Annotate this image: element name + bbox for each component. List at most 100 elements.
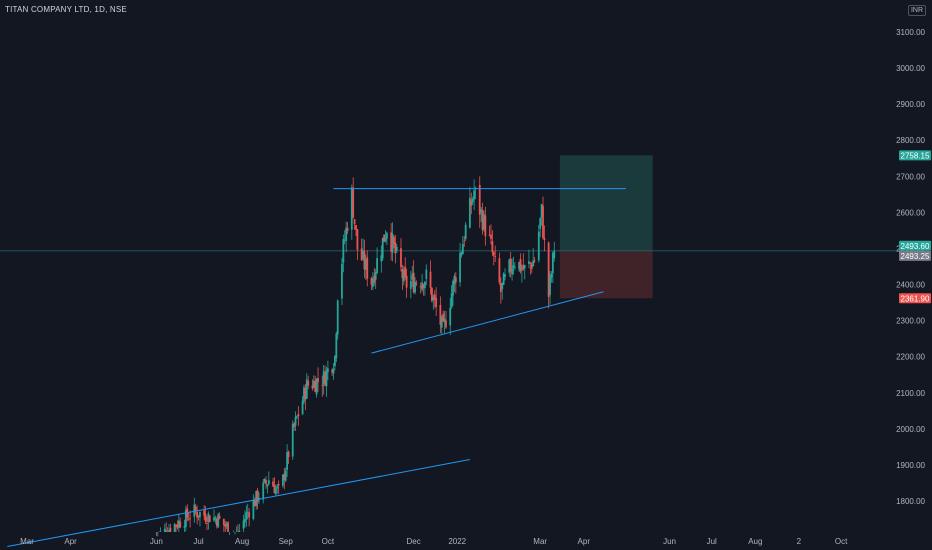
candle-body — [334, 356, 336, 367]
candle-body — [376, 258, 378, 273]
candle-body — [547, 242, 550, 297]
candle-body — [549, 275, 551, 295]
candle-body — [225, 523, 228, 527]
candle-body — [194, 506, 197, 512]
candle-body — [184, 509, 187, 527]
candle-body — [504, 274, 506, 277]
x-tick-label: Apr — [578, 537, 591, 546]
candle-body — [414, 281, 416, 293]
candle-body — [449, 307, 452, 326]
candle-body — [484, 215, 487, 237]
candle-body — [215, 518, 218, 526]
candle-body — [214, 518, 217, 520]
candle-body — [374, 272, 377, 280]
candle-body — [169, 527, 172, 532]
candle-body — [238, 530, 241, 532]
candle-body — [276, 486, 279, 488]
candle-body — [461, 243, 464, 255]
candle-body — [335, 333, 338, 359]
candle-body — [204, 514, 207, 522]
candle-body — [304, 388, 307, 400]
candle-body — [353, 219, 356, 224]
x-tick-label: 2022 — [448, 537, 466, 546]
candle-body — [346, 227, 349, 232]
candle-body — [551, 253, 554, 274]
candle-body — [197, 515, 200, 518]
candle-body — [523, 265, 526, 269]
candle-body — [343, 240, 346, 242]
x-tick-label: Oct — [322, 537, 335, 546]
candle-body — [471, 198, 474, 203]
trendlines[interactable] — [7, 188, 626, 547]
candle-body — [266, 484, 269, 487]
candle-body — [207, 513, 210, 522]
x-tick-label: Dec — [407, 537, 421, 546]
candle-body — [415, 283, 418, 285]
candle-body — [386, 232, 388, 239]
candle-body — [391, 233, 394, 253]
x-tick-label: Aug — [235, 537, 249, 546]
candle-body — [183, 525, 186, 528]
candle-body — [331, 369, 334, 373]
candle-body — [373, 275, 376, 283]
candle-body — [473, 190, 476, 200]
candle-body — [501, 282, 504, 290]
x-tick-label: Aug — [748, 537, 762, 546]
candle-body — [492, 252, 495, 256]
candle-body — [163, 528, 166, 532]
candle-body — [383, 234, 386, 242]
candle-body — [433, 294, 436, 300]
candle-body — [366, 257, 369, 279]
candle-body — [222, 518, 225, 525]
candle-body — [453, 276, 456, 285]
candle-body — [272, 481, 274, 487]
candle-body — [480, 209, 483, 212]
candle-body — [281, 474, 284, 486]
candle-body — [273, 485, 276, 494]
candle-body — [381, 237, 384, 259]
candle-body — [203, 510, 206, 516]
candle-body — [371, 278, 374, 288]
x-tick-label: 2 — [797, 537, 802, 546]
candle-body — [390, 232, 393, 252]
candle-body — [199, 512, 201, 518]
y-tick-label: 3100.00 — [896, 28, 925, 37]
candle-body — [513, 266, 516, 268]
candle-body — [297, 414, 300, 417]
candle-body — [245, 512, 248, 520]
candle-body — [404, 266, 407, 278]
candle-body — [459, 252, 461, 283]
price-tag-label: 2493.25 — [901, 252, 930, 261]
candle-body — [291, 423, 294, 457]
candle-body — [395, 246, 398, 251]
candle-body — [533, 260, 536, 262]
candle-body — [274, 487, 277, 495]
candle-body — [350, 187, 353, 230]
candle-body — [550, 274, 553, 278]
price-tag-label: 2493.60 — [901, 242, 930, 251]
candle-body — [502, 273, 505, 285]
candle-body — [242, 520, 245, 529]
y-tick-label: 2400.00 — [896, 281, 925, 290]
x-tick-label: Oct — [835, 537, 848, 546]
candle-body — [227, 522, 229, 532]
candle-body — [443, 318, 446, 323]
position-tool[interactable] — [559, 155, 653, 299]
candle-body — [537, 231, 540, 261]
y-tick-label: 2700.00 — [896, 172, 925, 181]
candle-body — [468, 197, 471, 228]
candle-body — [177, 520, 180, 528]
candle-body — [218, 516, 221, 519]
price-axis[interactable]: 3100.00 3000.00 2900.00 2800.00 2700.00 2600.… — [896, 28, 925, 506]
candle-body — [315, 378, 318, 395]
currency-badge[interactable]: INR — [907, 5, 926, 16]
candle-body — [305, 379, 308, 399]
candle-body — [277, 484, 280, 486]
candle-body — [326, 368, 329, 373]
candle-body — [508, 259, 511, 273]
candle-body — [412, 272, 415, 293]
candle-body — [519, 258, 522, 272]
time-axis[interactable]: Mar Apr Jun Jul Aug Sep Oct Dec 2022 Mar Apr Jun Jul… — [20, 537, 848, 546]
